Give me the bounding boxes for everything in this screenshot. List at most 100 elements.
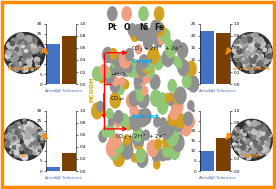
Circle shape	[126, 60, 137, 77]
Text: Ni: Ni	[139, 23, 148, 32]
Circle shape	[237, 49, 242, 54]
Circle shape	[123, 149, 129, 157]
Circle shape	[134, 138, 142, 149]
Circle shape	[36, 128, 41, 133]
Circle shape	[129, 118, 136, 128]
Circle shape	[103, 47, 113, 63]
Circle shape	[102, 127, 109, 137]
Circle shape	[264, 140, 267, 143]
Circle shape	[163, 136, 169, 147]
Circle shape	[257, 64, 261, 68]
Circle shape	[232, 136, 235, 138]
Circle shape	[9, 135, 14, 140]
Circle shape	[12, 57, 16, 61]
Circle shape	[250, 34, 253, 36]
Circle shape	[240, 151, 246, 157]
Text: O: O	[123, 23, 130, 32]
Circle shape	[237, 63, 240, 67]
Circle shape	[26, 139, 30, 143]
Circle shape	[17, 40, 21, 44]
Circle shape	[235, 128, 239, 133]
Circle shape	[116, 142, 123, 153]
Circle shape	[27, 129, 29, 131]
Text: FeOx/NiOx/Pt: FeOx/NiOx/Pt	[8, 67, 40, 71]
Circle shape	[27, 36, 32, 41]
Circle shape	[261, 149, 266, 154]
Circle shape	[266, 53, 272, 59]
Text: NiOx/Pt: NiOx/Pt	[243, 154, 261, 158]
Circle shape	[138, 91, 149, 108]
Circle shape	[234, 54, 239, 60]
Circle shape	[34, 46, 36, 49]
Circle shape	[250, 133, 255, 139]
Circle shape	[28, 136, 30, 139]
Circle shape	[25, 36, 28, 39]
Circle shape	[154, 117, 160, 127]
Circle shape	[158, 34, 165, 45]
Circle shape	[248, 139, 252, 143]
Circle shape	[138, 72, 145, 82]
Circle shape	[110, 79, 119, 92]
Circle shape	[116, 82, 124, 94]
Circle shape	[24, 145, 29, 151]
Circle shape	[240, 49, 242, 51]
Circle shape	[242, 144, 247, 149]
Circle shape	[12, 136, 15, 140]
Circle shape	[25, 53, 30, 58]
Circle shape	[15, 144, 18, 146]
Circle shape	[17, 154, 20, 157]
Circle shape	[237, 49, 240, 52]
Circle shape	[36, 137, 42, 142]
Circle shape	[236, 132, 241, 136]
Circle shape	[240, 52, 246, 58]
Circle shape	[27, 60, 30, 63]
Circle shape	[252, 33, 258, 39]
Circle shape	[252, 55, 255, 59]
Circle shape	[13, 53, 15, 56]
Circle shape	[245, 155, 248, 158]
Circle shape	[266, 146, 269, 149]
Circle shape	[23, 132, 28, 137]
Circle shape	[262, 132, 265, 135]
Circle shape	[25, 46, 29, 50]
Text: a-FeOx/NiOx/Pt: a-FeOx/NiOx/Pt	[233, 67, 270, 71]
Circle shape	[158, 98, 168, 114]
Circle shape	[244, 126, 248, 130]
Circle shape	[23, 58, 28, 63]
Circle shape	[258, 61, 263, 66]
Circle shape	[27, 127, 31, 131]
Circle shape	[106, 109, 113, 118]
Circle shape	[240, 153, 244, 157]
Circle shape	[27, 50, 32, 55]
Circle shape	[246, 44, 250, 48]
Circle shape	[168, 80, 176, 92]
Circle shape	[252, 132, 255, 136]
Circle shape	[32, 149, 38, 154]
Circle shape	[188, 101, 194, 110]
Circle shape	[247, 145, 250, 148]
Circle shape	[27, 60, 32, 65]
Circle shape	[242, 56, 248, 61]
Circle shape	[14, 155, 17, 158]
Circle shape	[144, 58, 152, 71]
Circle shape	[12, 43, 17, 48]
Circle shape	[238, 40, 241, 42]
Circle shape	[235, 58, 239, 61]
Circle shape	[247, 52, 251, 56]
Circle shape	[13, 140, 19, 146]
Circle shape	[242, 135, 245, 137]
Circle shape	[24, 142, 27, 145]
Circle shape	[25, 125, 29, 128]
Circle shape	[245, 65, 250, 70]
Circle shape	[19, 129, 21, 131]
Circle shape	[259, 39, 262, 43]
Circle shape	[143, 30, 154, 47]
Circle shape	[254, 144, 259, 150]
Circle shape	[249, 129, 252, 132]
Circle shape	[237, 46, 239, 48]
Circle shape	[235, 135, 240, 139]
Circle shape	[24, 126, 30, 131]
Circle shape	[174, 94, 181, 104]
Circle shape	[22, 48, 27, 53]
Circle shape	[256, 60, 261, 65]
